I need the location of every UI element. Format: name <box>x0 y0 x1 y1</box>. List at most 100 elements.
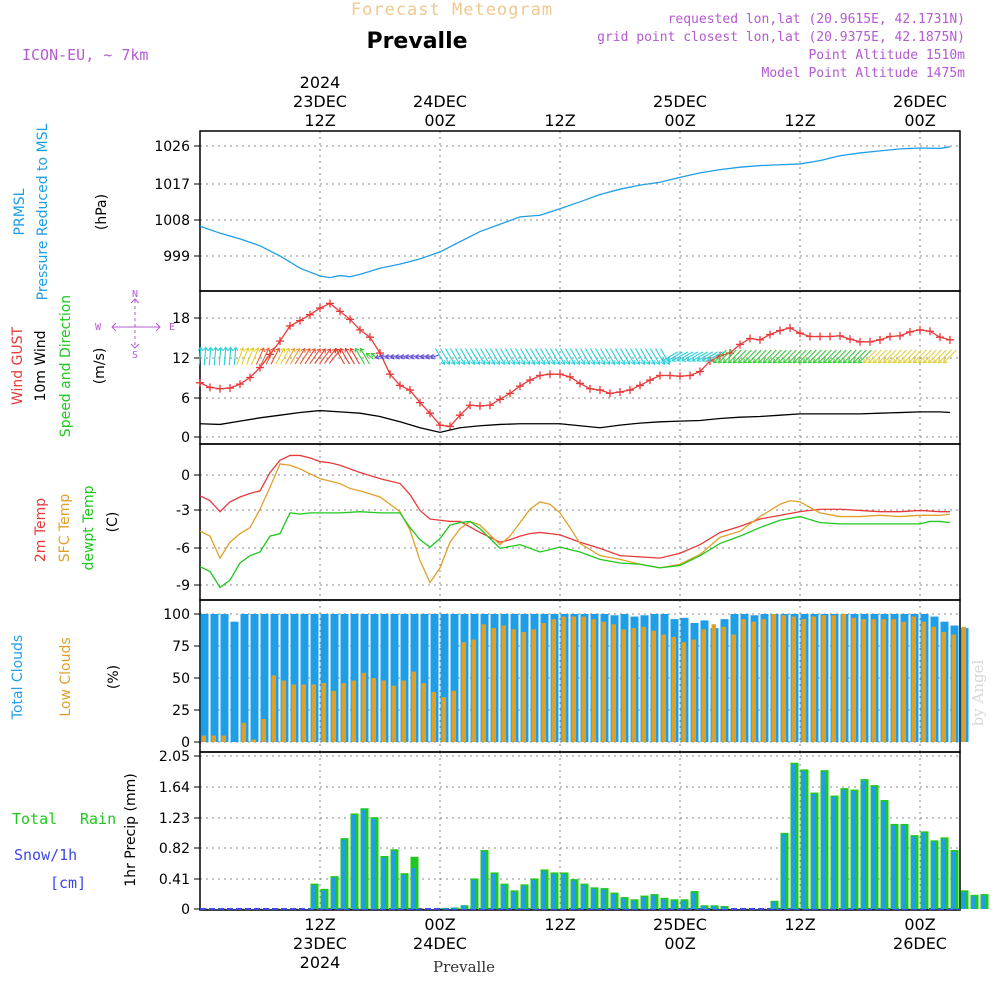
rain-precip-bar <box>702 906 706 909</box>
wind-gust-marker <box>906 327 914 336</box>
wind-direction-arrow <box>575 348 586 365</box>
y-tick-label: 0.41 <box>159 872 190 888</box>
rain-precip-bar <box>662 899 666 909</box>
low-clouds-bar <box>501 625 506 742</box>
rain-precip-bar <box>562 873 566 909</box>
wind-gust-marker <box>666 371 674 380</box>
wind-direction-arrow <box>717 349 732 364</box>
wind-gust-marker <box>636 381 644 390</box>
wind-direction-arrow <box>520 348 531 365</box>
low-clouds-bar <box>591 619 596 742</box>
low-clouds-bar <box>921 621 926 742</box>
wind-direction-arrow <box>937 349 952 364</box>
rain-precip-bar <box>802 770 806 909</box>
wind-direction-arrow <box>837 349 852 364</box>
y-tick-label: 0 <box>181 735 190 751</box>
wind-direction-arrow <box>742 349 757 364</box>
rain-precip-bar <box>642 897 646 909</box>
top-time-label: 25DEC <box>653 92 707 111</box>
rain-precip-bar <box>632 900 636 909</box>
wind-gust-marker <box>646 376 654 385</box>
wind-direction-arrow <box>555 348 566 365</box>
wind-gust-marker <box>456 411 464 420</box>
pressure-reduced-label: Pressure Reduced to MSL <box>35 123 51 300</box>
wind-direction-arrow <box>197 346 204 366</box>
low-clouds-bar <box>331 690 336 742</box>
wind-direction-arrow <box>917 349 932 364</box>
rain-precip-bar <box>842 789 846 909</box>
rain-precip-bar <box>822 771 826 909</box>
wind-gust-marker <box>756 335 764 344</box>
wind-direction-arrow <box>255 347 266 365</box>
rain-precip-bar <box>772 901 776 909</box>
wind-gust-marker <box>446 422 454 431</box>
wind-gust-marker <box>556 370 564 379</box>
rain-precip-bar <box>472 879 476 909</box>
wind-gust-marker <box>536 371 544 380</box>
rain-precip-bar <box>942 838 946 909</box>
panel-1: 1026 1017 1008 999 <box>154 130 961 292</box>
low-clouds-bar <box>751 621 756 742</box>
requested-coords: requested lon,lat (20.9615E, 42.1731N) <box>668 12 965 27</box>
low-clouds-bar <box>771 614 776 742</box>
rain-precip-bar <box>712 906 716 909</box>
wind-direction-arrow <box>455 348 466 365</box>
wind-gust-marker <box>836 331 844 340</box>
wind-gust-marker <box>426 409 434 418</box>
rain-precip-bar <box>902 825 906 909</box>
y-tick-label: 18 <box>172 311 190 327</box>
wind-direction-arrow <box>827 349 842 364</box>
rain-label: Rain <box>80 810 116 828</box>
bottom-time-label: 00Z <box>664 934 695 953</box>
wind-direction-arrow <box>762 349 777 364</box>
y-tick-label: 0 <box>181 430 190 446</box>
wind-gust-line <box>199 302 951 428</box>
wind-direction-arrow <box>241 347 250 365</box>
wind-direction-arrow <box>510 348 521 365</box>
wind-direction-arrow <box>932 349 947 364</box>
total-clouds-bar <box>200 614 209 742</box>
wind-direction-arrow <box>429 354 440 360</box>
low-clouds-bar <box>671 637 676 742</box>
wind-direction-arrow <box>822 349 837 364</box>
compass-w: W <box>95 322 102 333</box>
wind-direction-arrow <box>309 348 321 365</box>
wind-direction-arrow <box>927 349 942 364</box>
wind-gust-marker <box>936 333 944 342</box>
rain-precip-bar <box>782 834 786 909</box>
rain-precip-bar <box>482 851 486 909</box>
wind-direction-arrow <box>535 348 546 365</box>
wind-direction-arrow <box>294 347 306 365</box>
top-title: Forecast Meteogram <box>351 0 553 20</box>
wind-direction-arrow <box>797 349 812 364</box>
top-time-label: 2024 <box>300 73 341 92</box>
low-clouds-bar <box>581 616 586 742</box>
rain-precip-bar <box>982 895 986 909</box>
wind-direction-arrow <box>246 347 255 365</box>
watermark-credit: by Angel <box>969 659 987 726</box>
wind-gust-marker <box>896 331 904 340</box>
low-clouds-bar <box>421 683 426 742</box>
temp-labels: 2m Temp SFC Temp dewpt Temp (C) <box>33 485 121 570</box>
wind-direction-arrow <box>847 349 862 364</box>
bottom-time-label: 12Z <box>304 915 335 934</box>
panel-5: 2.05 1.64 1.23 0.82 0.41 0 <box>159 749 989 918</box>
wind-gust-marker <box>396 381 404 390</box>
low-clouds-bar <box>481 624 486 742</box>
rain-precip-bar <box>812 794 816 909</box>
low-clouds-bar <box>461 642 466 742</box>
y-tick-label: 75 <box>172 639 190 655</box>
low-clouds-bar <box>561 616 566 742</box>
prmsl-line <box>199 146 951 279</box>
y-tick-label: -3 <box>176 503 190 519</box>
low-clouds-bar <box>491 628 496 742</box>
wind-direction-arrow <box>872 349 887 364</box>
y-tick-label: 1.64 <box>159 780 190 796</box>
wind-direction-arrow <box>676 351 694 362</box>
wind-direction-arrow <box>495 348 506 365</box>
wind-gust-marker <box>746 334 754 343</box>
y-tick-label: 0 <box>181 902 190 918</box>
low-clouds-bar <box>881 619 886 742</box>
